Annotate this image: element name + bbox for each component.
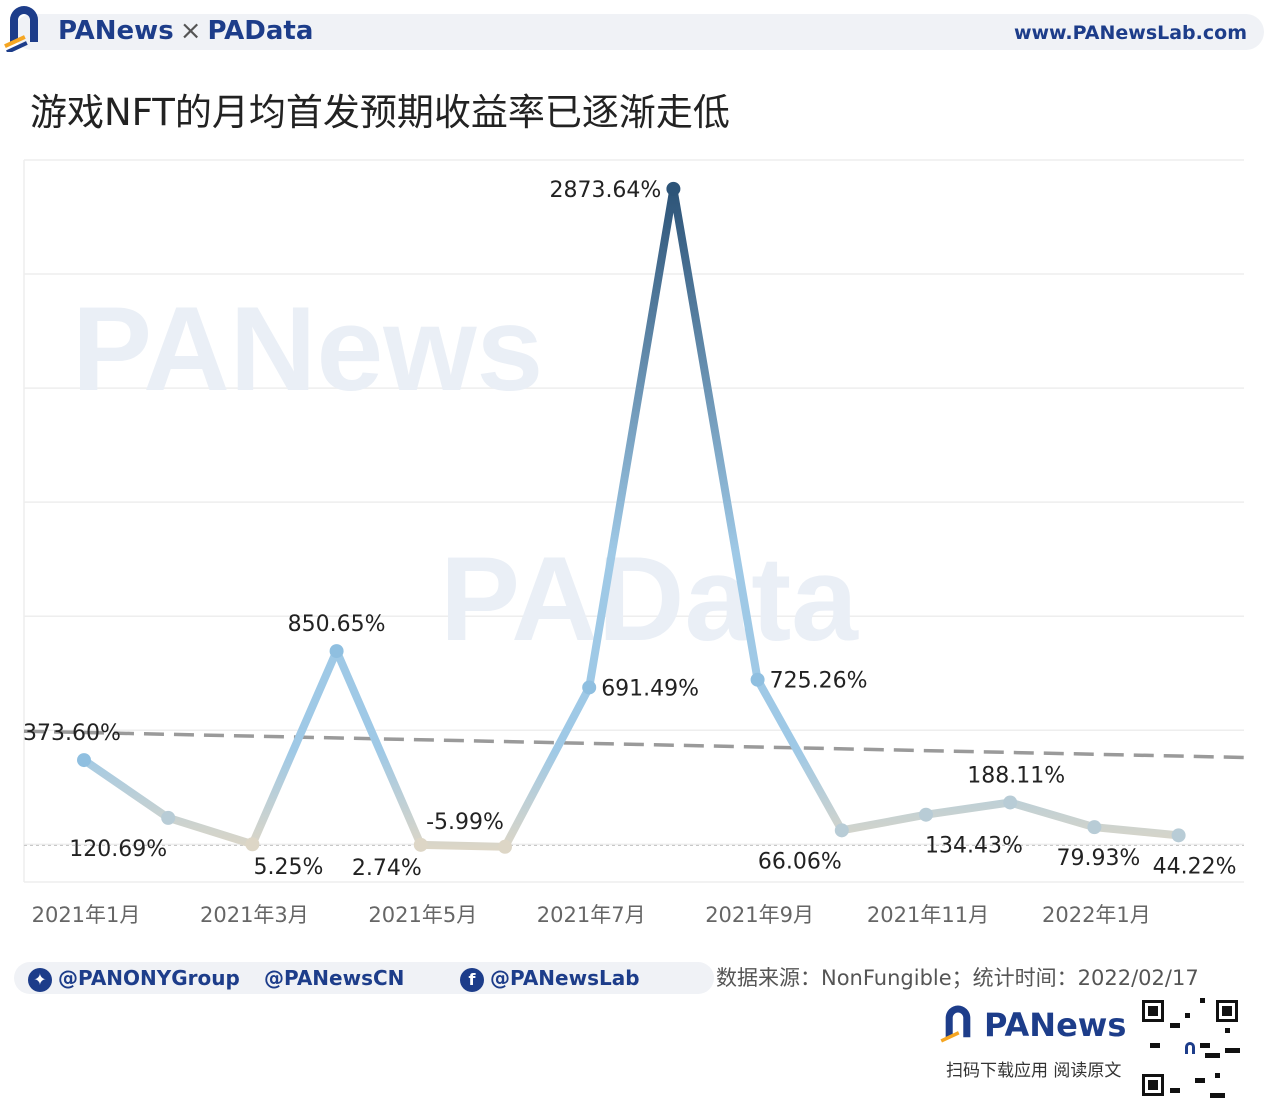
brand-panews: PANews <box>58 16 174 46</box>
qr-finder-core <box>1222 1006 1232 1016</box>
qr-module <box>1210 1093 1215 1098</box>
qr-module <box>1215 1093 1220 1098</box>
data-point <box>1171 828 1186 843</box>
qr-module <box>1200 1078 1205 1083</box>
data-label: 850.65% <box>288 612 386 637</box>
twitter-handle: @PANONYGroup <box>58 966 240 990</box>
qr-module <box>1235 1048 1240 1053</box>
qr-module <box>1215 1053 1220 1058</box>
weibo-link[interactable]: @PANewsCN <box>264 966 404 990</box>
data-point <box>161 810 176 825</box>
data-label: 5.25% <box>253 855 323 880</box>
data-point <box>1087 820 1102 835</box>
data-point <box>413 837 428 852</box>
x-tick-label: 2021年3月 <box>200 903 309 927</box>
qr-logo <box>1185 1042 1195 1054</box>
data-label: -5.99% <box>426 810 504 835</box>
source-note: 数据来源：NonFungible；统计时间：2022/02/17 <box>716 966 1199 990</box>
header-bar <box>14 14 1264 50</box>
x-tick-label: 2021年5月 <box>368 903 477 927</box>
x-tick-label: 2021年1月 <box>32 903 141 927</box>
data-point <box>77 753 91 768</box>
page-title: 游戏NFT的月均首发预期收益率已逐渐走低 <box>30 91 730 134</box>
trendline <box>23 729 1245 760</box>
x-axis-ticks: 2021年1月 2021年3月 2021年5月 2021年7月 2021年9月 2021年… <box>32 903 1151 927</box>
watermarks: PANews PAData <box>72 282 859 666</box>
qr-module <box>1175 1088 1180 1093</box>
series-line <box>80 184 1183 851</box>
qr-module <box>1175 1023 1180 1028</box>
qr-module <box>1205 1053 1210 1058</box>
watermark-panews: PANews <box>72 282 543 416</box>
data-label: 66.06% <box>758 849 842 874</box>
series-group <box>80 184 1183 851</box>
qr-module <box>1200 998 1205 1003</box>
data-label: 2873.64% <box>549 178 661 203</box>
qr-module <box>1220 1093 1225 1098</box>
weibo-handle: @PANewsCN <box>264 966 405 990</box>
qr-module <box>1150 1043 1155 1048</box>
qr-module <box>1200 1043 1205 1048</box>
data-point <box>834 823 849 838</box>
watermark-padata: PAData <box>440 532 859 666</box>
gridlines <box>23 159 1244 883</box>
brand-separator: × <box>179 16 202 46</box>
qr-module <box>1185 1013 1190 1018</box>
data-point <box>329 644 344 659</box>
qr-module <box>1225 1028 1230 1033</box>
footer-caption: 扫码下载应用 阅读原文 <box>946 1061 1122 1081</box>
panews-logo-icon <box>4 6 38 52</box>
facebook-handle: @PANewsLab <box>490 966 640 990</box>
data-point <box>750 672 765 687</box>
x-tick-label: 2022年1月 <box>1042 903 1151 927</box>
footer-logo-icon <box>940 1005 971 1043</box>
qr-logo-bg <box>1181 1039 1199 1057</box>
qr-module <box>1170 1088 1175 1093</box>
data-point <box>582 680 597 695</box>
qr-finder-core <box>1148 1080 1158 1090</box>
data-point <box>666 181 681 196</box>
qr-module <box>1195 1078 1200 1083</box>
data-point <box>1003 795 1018 810</box>
twitter-icon: ✦ <box>28 967 52 992</box>
data-point <box>245 837 260 852</box>
facebook-link[interactable]: f @PANewsLab <box>460 966 640 992</box>
data-label: 134.43% <box>925 834 1023 859</box>
trendline-group <box>23 729 1245 760</box>
header-brand: PANews × PAData <box>58 16 313 46</box>
twitter-link[interactable]: ✦ @PANONYGroup <box>28 966 240 992</box>
qr-module <box>1205 1043 1210 1048</box>
qr-module <box>1210 1053 1215 1058</box>
qr-module <box>1230 1048 1235 1053</box>
data-point <box>919 807 933 822</box>
footer-brand-name: PANews <box>984 1006 1127 1044</box>
data-label: 44.22% <box>1153 854 1237 879</box>
data-label: 120.69% <box>69 837 167 862</box>
data-label: 725.26% <box>770 669 868 694</box>
data-label: 2.74% <box>352 856 422 881</box>
qr-finder-core <box>1148 1006 1158 1016</box>
footer-brand: PANews <box>940 1002 1140 1046</box>
header-site-link[interactable]: www.PANewsLab.com <box>1013 22 1247 44</box>
data-point <box>498 839 512 854</box>
qr-module <box>1215 1073 1220 1078</box>
x-tick-label: 2021年7月 <box>537 903 646 927</box>
data-label: 188.11% <box>967 763 1065 788</box>
data-label: 373.60% <box>23 721 121 746</box>
qr-code-icon[interactable] <box>1140 998 1240 1098</box>
x-tick-label: 2021年9月 <box>705 903 814 927</box>
facebook-icon: f <box>460 967 484 992</box>
points-group <box>77 181 1186 854</box>
qr-module <box>1155 1043 1160 1048</box>
data-labels-group: 373.60% 120.69% 5.25% 850.65% 2.74%-5.99% 691… <box>23 178 1236 881</box>
line-chart: PANews PAData 373.60% 120.69% 5.25% 850.65% 2… <box>23 159 1245 927</box>
data-label: 79.93% <box>1056 846 1140 871</box>
qr-module <box>1170 1023 1175 1028</box>
footer-social-bar <box>14 962 714 994</box>
data-label: 691.49% <box>601 676 699 701</box>
x-tick-label: 2021年11月 <box>867 903 989 927</box>
brand-padata: PAData <box>207 16 314 46</box>
qr-module <box>1225 1048 1230 1053</box>
